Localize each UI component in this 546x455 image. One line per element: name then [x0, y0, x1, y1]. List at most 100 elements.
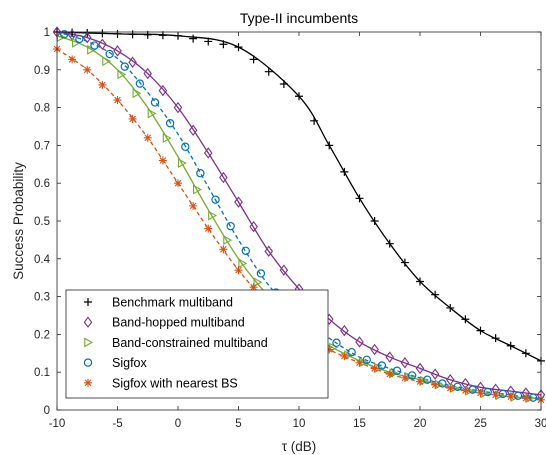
x-tick-label: 30 [535, 418, 546, 430]
marker-0 [234, 43, 243, 52]
marker-0 [204, 37, 213, 46]
marker-4 [476, 388, 485, 397]
marker-0 [400, 258, 409, 267]
y-tick-label: 0.7 [34, 140, 50, 152]
y-tick-label: 0.4 [34, 254, 51, 266]
marker-1 [203, 147, 213, 159]
marker-1 [98, 38, 107, 51]
marker-3 [60, 30, 69, 39]
legend-label: Sigfox with nearest BS [112, 376, 238, 390]
marker-1 [415, 362, 425, 375]
marker-1 [430, 368, 440, 380]
marker-4 [340, 352, 349, 361]
y-tick-label: 0.6 [34, 178, 50, 190]
marker-1 [143, 67, 153, 80]
x-tick-label: 5 [235, 418, 241, 430]
marker-1 [264, 245, 274, 257]
marker-3 [181, 142, 190, 151]
marker-1 [249, 220, 258, 233]
marker-2 [208, 210, 218, 221]
legend-marker [83, 316, 93, 328]
y-tick-label: 0.3 [34, 292, 50, 304]
legend-entry: Sigfox [83, 356, 147, 370]
marker-3 [513, 391, 523, 400]
marker-3 [528, 393, 538, 402]
marker-0 [521, 349, 530, 358]
legend-label: Benchmark multiband [112, 296, 233, 310]
marker-1 [340, 324, 349, 337]
marker-4 [174, 179, 182, 188]
marker-0 [431, 290, 440, 299]
legend-marker [84, 337, 94, 348]
marker-3 [135, 79, 145, 88]
marker-0 [158, 31, 167, 40]
marker-2 [238, 258, 248, 269]
y-tick-label: 0 [44, 405, 50, 417]
marker-0 [491, 334, 500, 343]
markers [52, 26, 546, 404]
marker-2 [193, 184, 202, 195]
marker-1 [385, 351, 395, 363]
chart-title: Type-II incumbents [240, 10, 358, 26]
marker-0 [370, 217, 379, 225]
marker-0 [446, 303, 455, 312]
marker-4 [234, 266, 243, 275]
marker-1 [113, 45, 122, 57]
marker-3 [211, 195, 220, 204]
marker-3 [453, 382, 462, 391]
marker-2 [253, 277, 263, 288]
marker-4 [400, 373, 409, 382]
legend-entry: Benchmark multiband [84, 296, 233, 310]
marker-1 [234, 196, 243, 208]
marker-1 [158, 84, 168, 97]
marker-3 [120, 62, 129, 71]
y-tick-label: 0.8 [34, 103, 50, 115]
marker-0 [310, 116, 319, 125]
marker-3 [332, 338, 341, 347]
marker-2 [162, 133, 172, 144]
marker-0 [385, 239, 394, 248]
x-tick-label: 25 [474, 418, 487, 430]
marker-1 [188, 124, 198, 136]
marker-3 [241, 246, 250, 255]
marker-3 [105, 49, 114, 59]
legend-marker [84, 298, 92, 306]
marker-2 [102, 56, 112, 67]
y-axis-title: Success Probability [11, 162, 26, 280]
marker-2 [147, 108, 157, 119]
marker-3 [226, 221, 235, 231]
marker-4 [385, 370, 394, 379]
x-tick-label: -5 [112, 418, 122, 430]
x-axis-title: τ (dB) [282, 439, 317, 454]
marker-1 [219, 171, 228, 184]
marker-4 [521, 394, 530, 403]
marker-3 [90, 41, 99, 50]
legend-label: Band-constrained multiband [112, 336, 268, 350]
marker-4 [98, 80, 107, 89]
marker-3 [377, 361, 387, 370]
x-tick-label: 0 [175, 418, 181, 430]
marker-0 [98, 29, 107, 38]
marker-4 [83, 65, 92, 74]
y-tick-label: 0.9 [34, 65, 50, 77]
marker-4 [143, 133, 152, 142]
marker-4 [506, 392, 515, 401]
marker-4 [416, 377, 424, 386]
marker-4 [491, 390, 500, 399]
marker-4 [219, 245, 228, 254]
legend-entry: Sigfox with nearest BS [84, 376, 238, 390]
marker-0 [264, 67, 273, 76]
marker-3 [196, 169, 205, 178]
legend-marker [84, 378, 92, 387]
marker-0 [325, 141, 334, 150]
marker-3 [165, 119, 175, 128]
marker-4 [461, 386, 470, 395]
y-tick-label: 1 [44, 27, 50, 39]
marker-1 [355, 336, 364, 348]
marker-0 [279, 79, 288, 88]
marker-4 [355, 358, 364, 367]
series-line-1 [56, 31, 542, 396]
legend: Benchmark multiband Band-hopped multiband… [65, 289, 329, 399]
marker-4 [128, 114, 137, 123]
